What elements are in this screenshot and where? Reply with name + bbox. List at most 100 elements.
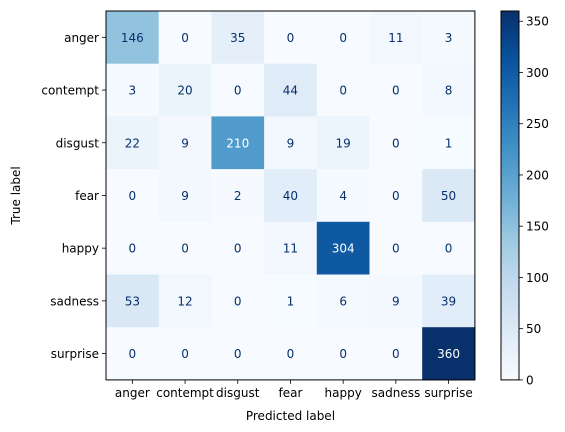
cell-value-label: 0 <box>129 189 137 203</box>
cell-value-label: 0 <box>392 347 400 361</box>
cell-value-label: 0 <box>287 347 295 361</box>
heatmap-cell-happy-disgust <box>211 221 265 275</box>
y-axis-ticks: anger contempt disgust fear happy sadness surp… <box>41 31 106 361</box>
heatmap-cell-anger-fear <box>264 11 318 65</box>
heatmap-cell-sadness-sadness <box>369 274 423 328</box>
colorbar-tick-label: 100 <box>526 271 549 285</box>
y-axis-label: True label <box>9 166 23 225</box>
heatmap-cell-happy-surprise <box>422 221 476 275</box>
cell-value-label: 44 <box>283 84 298 98</box>
x-tick-label: surprise <box>424 386 472 400</box>
cell-value-label: 3 <box>445 31 453 45</box>
cell-value-label: 9 <box>181 136 189 150</box>
heatmap-cell-anger-anger <box>106 11 160 65</box>
colorbar-ticks: 0 50 100 150 200 250 300 350 <box>519 15 549 387</box>
cell-value-label: 0 <box>234 347 242 361</box>
y-tick-label: fear <box>75 189 99 203</box>
y-tick-label: anger <box>64 31 99 45</box>
heatmap-cell-surprise-disgust <box>211 327 265 381</box>
heatmap-cell-contempt-surprise <box>422 63 476 117</box>
cell-value-label: 1 <box>287 294 295 308</box>
heatmap-cell-contempt-sadness <box>369 63 423 117</box>
heatmap-cell-sadness-contempt <box>158 274 212 328</box>
cell-value-label: 0 <box>339 347 347 361</box>
colorbar-tick-label: 350 <box>526 15 549 29</box>
heatmap-cell-labels: 146 0 35 0 0 11 33 20 0 44 0 0 822 9 210 9 19 0 10 9 2 40 4 0 50… <box>121 31 460 361</box>
colorbar <box>500 10 520 381</box>
heatmap-cell-disgust-fear <box>264 116 318 170</box>
heatmap-cell-anger-disgust <box>211 11 265 65</box>
cell-value-label: 12 <box>177 294 192 308</box>
heatmap-cell-happy-happy <box>316 221 370 275</box>
cell-value-label: 0 <box>392 84 400 98</box>
cell-value-label: 40 <box>283 189 298 203</box>
cell-value-label: 8 <box>445 84 453 98</box>
cell-value-label: 0 <box>129 347 137 361</box>
x-tick-label: happy <box>325 386 362 400</box>
heatmap-cell-disgust-disgust <box>211 116 265 170</box>
colorbar-tick-label: 300 <box>526 66 549 80</box>
heatmap-cell-anger-surprise <box>422 11 476 65</box>
cell-value-label: 0 <box>339 31 347 45</box>
heatmap-cell-disgust-contempt <box>158 116 212 170</box>
x-tick-label: fear <box>278 386 302 400</box>
cell-value-label: 0 <box>339 84 347 98</box>
cell-value-label: 20 <box>177 84 192 98</box>
heatmap-cell-sadness-happy <box>316 274 370 328</box>
heatmap-cell-happy-contempt <box>158 221 212 275</box>
cell-value-label: 0 <box>445 242 453 256</box>
cell-value-label: 9 <box>392 294 400 308</box>
heatmap-cell-fear-anger <box>106 169 160 223</box>
cell-value-label: 2 <box>234 189 242 203</box>
y-tick-label: happy <box>62 242 99 256</box>
heatmap-cell-fear-contempt <box>158 169 212 223</box>
cell-value-label: 0 <box>287 31 295 45</box>
cell-value-label: 3 <box>129 84 137 98</box>
cell-value-label: 6 <box>339 294 347 308</box>
cell-value-label: 0 <box>392 242 400 256</box>
heatmap-cell-happy-anger <box>106 221 160 275</box>
y-tick-label: sadness <box>50 294 99 308</box>
x-axis-ticks: anger contempt disgust fear happy sadness surp… <box>115 379 473 400</box>
heatmap-cell-surprise-surprise <box>422 327 476 381</box>
cell-value-label: 4 <box>339 189 347 203</box>
colorbar-tick-label: 0 <box>526 373 534 387</box>
cell-value-label: 0 <box>181 347 189 361</box>
cell-value-label: 0 <box>234 242 242 256</box>
heatmap-cell-sadness-fear <box>264 274 318 328</box>
cell-value-label: 0 <box>234 294 242 308</box>
cell-value-label: 11 <box>283 242 298 256</box>
cell-value-label: 304 <box>332 242 355 256</box>
heatmap-cell-surprise-sadness <box>369 327 423 381</box>
cell-value-label: 39 <box>441 294 456 308</box>
colorbar-tick-label: 250 <box>526 117 549 131</box>
colorbar-tick-label: 150 <box>526 220 549 234</box>
y-tick-label: surprise <box>51 347 99 361</box>
cell-value-label: 210 <box>226 136 249 150</box>
cell-value-label: 35 <box>230 31 245 45</box>
heatmap-cell-fear-happy <box>316 169 370 223</box>
x-tick-label: contempt <box>156 386 214 400</box>
heatmap-cell-sadness-surprise <box>422 274 476 328</box>
colorbar-tick-label: 50 <box>526 322 541 336</box>
heatmap-cell-sadness-anger <box>106 274 160 328</box>
heatmap-cell-anger-contempt <box>158 11 212 65</box>
heatmap-cell-sadness-disgust <box>211 274 265 328</box>
heatmap-cell-contempt-fear <box>264 63 318 117</box>
heatmap-cell-anger-happy <box>316 11 370 65</box>
x-axis-label: Predicted label <box>246 409 335 423</box>
cell-value-label: 1 <box>445 136 453 150</box>
heatmap-cell-surprise-fear <box>264 327 318 381</box>
heatmap-cell-contempt-happy <box>316 63 370 117</box>
cell-value-label: 9 <box>287 136 295 150</box>
cell-value-label: 0 <box>392 189 400 203</box>
cell-value-label: 360 <box>437 347 460 361</box>
cell-value-label: 22 <box>125 136 140 150</box>
colorbar-tick-label: 200 <box>526 168 549 182</box>
cell-value-label: 0 <box>392 136 400 150</box>
heatmap-cell-happy-fear <box>264 221 318 275</box>
heatmap-cell-surprise-contempt <box>158 327 212 381</box>
heatmap-cell-fear-disgust <box>211 169 265 223</box>
heatmap-cell-surprise-happy <box>316 327 370 381</box>
